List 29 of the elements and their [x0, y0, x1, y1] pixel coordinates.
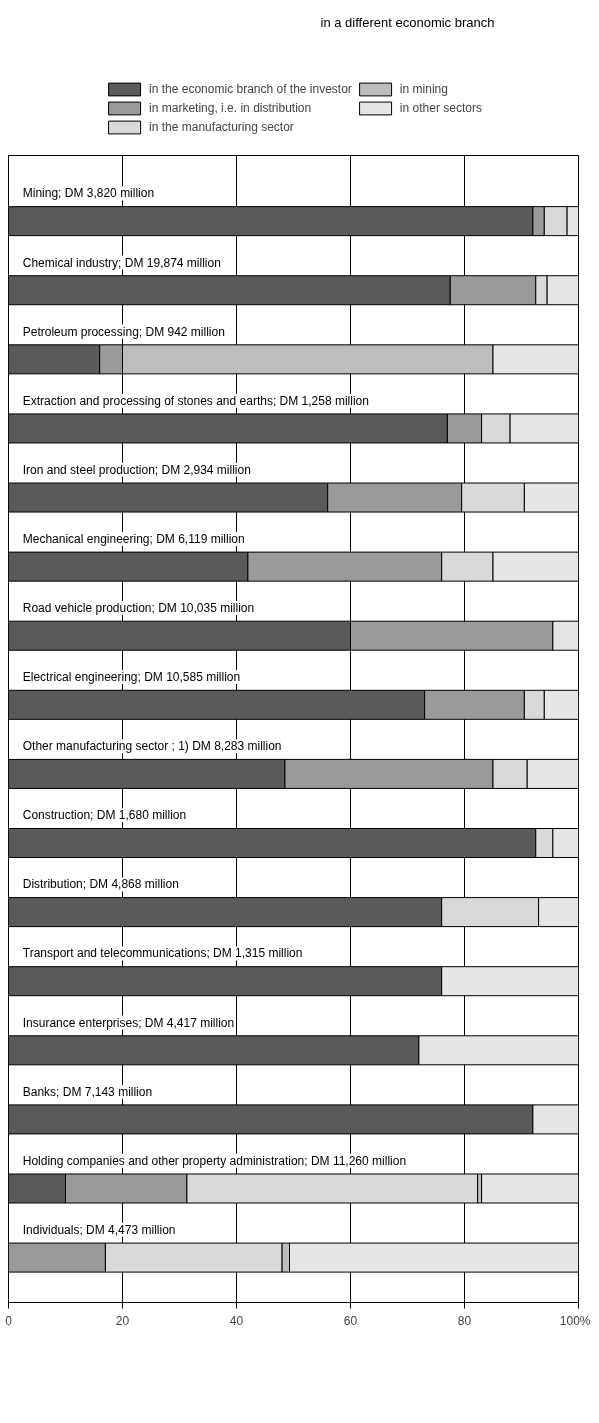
y-tick-label: Mining; DM 3,820 million	[22, 186, 155, 201]
x-tick-label: 80	[457, 1313, 472, 1328]
y-tick-label: Individuals; DM 4,473 million	[22, 1222, 176, 1237]
y-tick-label: Road vehicle production; DM 10,035 million	[22, 600, 255, 615]
y-tick-label: Other manufacturing sector ; 1) DM 8,283 million	[22, 739, 282, 754]
y-tick-label: Iron and steel production; DM 2,934 million	[22, 462, 251, 477]
y-tick-label: Extraction and processing of stones and earths; DM 1,258 million	[22, 393, 369, 408]
bar	[481, 1173, 579, 1204]
y-tick-label: Petroleum processing; DM 942 million	[22, 324, 225, 339]
y-tick-label: Transport and telecommunications; DM 1,315 million	[22, 946, 303, 961]
y-tick-label: Insurance enterprises; DM 4,417 million	[22, 1015, 235, 1030]
y-tick-label: Electrical engineering; DM 10,585 million	[22, 670, 241, 685]
y-tick-label: Banks; DM 7,143 million	[22, 1084, 153, 1099]
x-tick-label: 60	[343, 1313, 358, 1328]
x-tick-label: 20	[115, 1313, 130, 1328]
y-tick-label: Construction; DM 1,680 million	[22, 808, 187, 823]
y-tick-label: Holding companies and other property administration; DM 11,260 million	[22, 1153, 407, 1168]
y-tick-label: Chemical industry; DM 19,874 million	[22, 255, 221, 270]
legend-label: in other sectors	[399, 101, 482, 115]
legend-label: in the economic branch of the investor	[149, 82, 352, 96]
text: in a different economic branch	[320, 15, 495, 30]
legend-label: in mining	[399, 82, 448, 96]
y-tick-label: Mechanical engineering; DM 6,119 million	[22, 531, 245, 546]
legend-label: in the manufacturing sector	[149, 120, 294, 134]
x-tick-label: 40	[229, 1313, 244, 1328]
legend-label: in marketing, i.e. in distribution	[149, 101, 312, 115]
x-tick-label: 100%	[559, 1313, 591, 1328]
y-tick-label: Distribution; DM 4,868 million	[22, 877, 179, 892]
x-tick-label: 0	[5, 1313, 13, 1328]
